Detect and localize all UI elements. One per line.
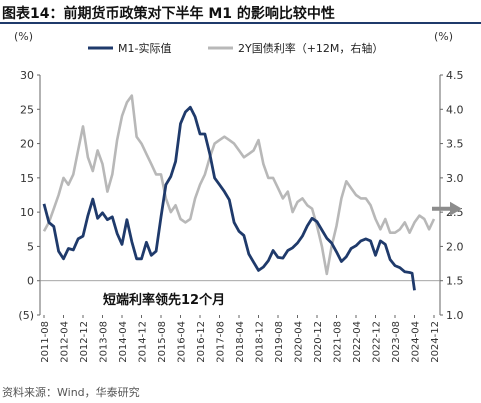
x-tick-label: 2021-08 <box>333 321 344 363</box>
x-tick-label: 2012-04 <box>60 321 71 363</box>
x-tick-label: 2023-08 <box>391 321 402 363</box>
right-tick-label: 4.0 <box>446 103 464 116</box>
x-tick-label: 2022-12 <box>372 321 383 363</box>
x-tick-label: 2012-12 <box>79 321 90 363</box>
right-tick-label: 1.0 <box>446 309 464 322</box>
series-m1-line <box>42 105 416 291</box>
x-tick-label: 2015-08 <box>157 321 168 363</box>
x-tick-label: 2014-12 <box>138 321 149 363</box>
right-axis-unit: (%) <box>434 30 453 43</box>
left-tick-label: 10 <box>20 206 34 219</box>
x-tick-label: 2017-08 <box>216 321 227 363</box>
x-tick-label: 2016-04 <box>177 321 188 363</box>
series-2y-yield-line <box>42 94 436 276</box>
left-tick-label: 20 <box>20 138 34 151</box>
chart-title: 图表14：前期货币政策对下半年 M1 的影响比较中性 <box>2 6 335 22</box>
left-tick-label: 30 <box>20 69 34 82</box>
x-tick-label: 2022-04 <box>352 321 363 363</box>
title-bar: 图表14：前期货币政策对下半年 M1 的影响比较中性 <box>0 0 481 24</box>
right-tick-label: 3.5 <box>446 138 464 151</box>
left-tick-label: 5 <box>27 240 34 253</box>
x-tick-label: 2018-04 <box>235 321 246 363</box>
x-tick-label: 2020-04 <box>294 321 305 363</box>
x-tick-label: 2020-12 <box>313 321 324 363</box>
x-tick-label: 2011-08 <box>40 321 51 363</box>
left-tick-label: 15 <box>20 172 34 185</box>
left-axis-unit: (%) <box>14 30 33 43</box>
x-tick-label: 2019-08 <box>274 321 285 363</box>
x-tick-label: 2014-04 <box>118 321 129 363</box>
left-tick-label: 0 <box>27 275 34 288</box>
x-tick-label: 2018-12 <box>255 321 266 363</box>
x-tick-label: 2013-08 <box>99 321 110 363</box>
x-tick-label: 2016-12 <box>196 321 207 363</box>
legend-label-m1: M1-实际值 <box>118 41 171 55</box>
legend-label-2y: 2Y国债利率（+12M，右轴） <box>238 41 383 55</box>
right-tick-label: 1.5 <box>446 275 464 288</box>
x-tick-label: 2024-12 <box>430 321 441 363</box>
left-tick-label: (5) <box>18 309 34 322</box>
right-tick-label: 2.0 <box>446 240 464 253</box>
source-note: 资料来源：Wind，华泰研究 <box>2 386 140 399</box>
annotation-text: 短端利率领先12个月 <box>103 292 225 308</box>
right-tick-label: 4.5 <box>446 69 464 82</box>
left-tick-label: 25 <box>20 103 34 116</box>
right-tick-label: 3.0 <box>446 172 464 185</box>
forecast-arrow-head <box>450 201 462 216</box>
x-tick-label: 2024-04 <box>411 321 422 363</box>
